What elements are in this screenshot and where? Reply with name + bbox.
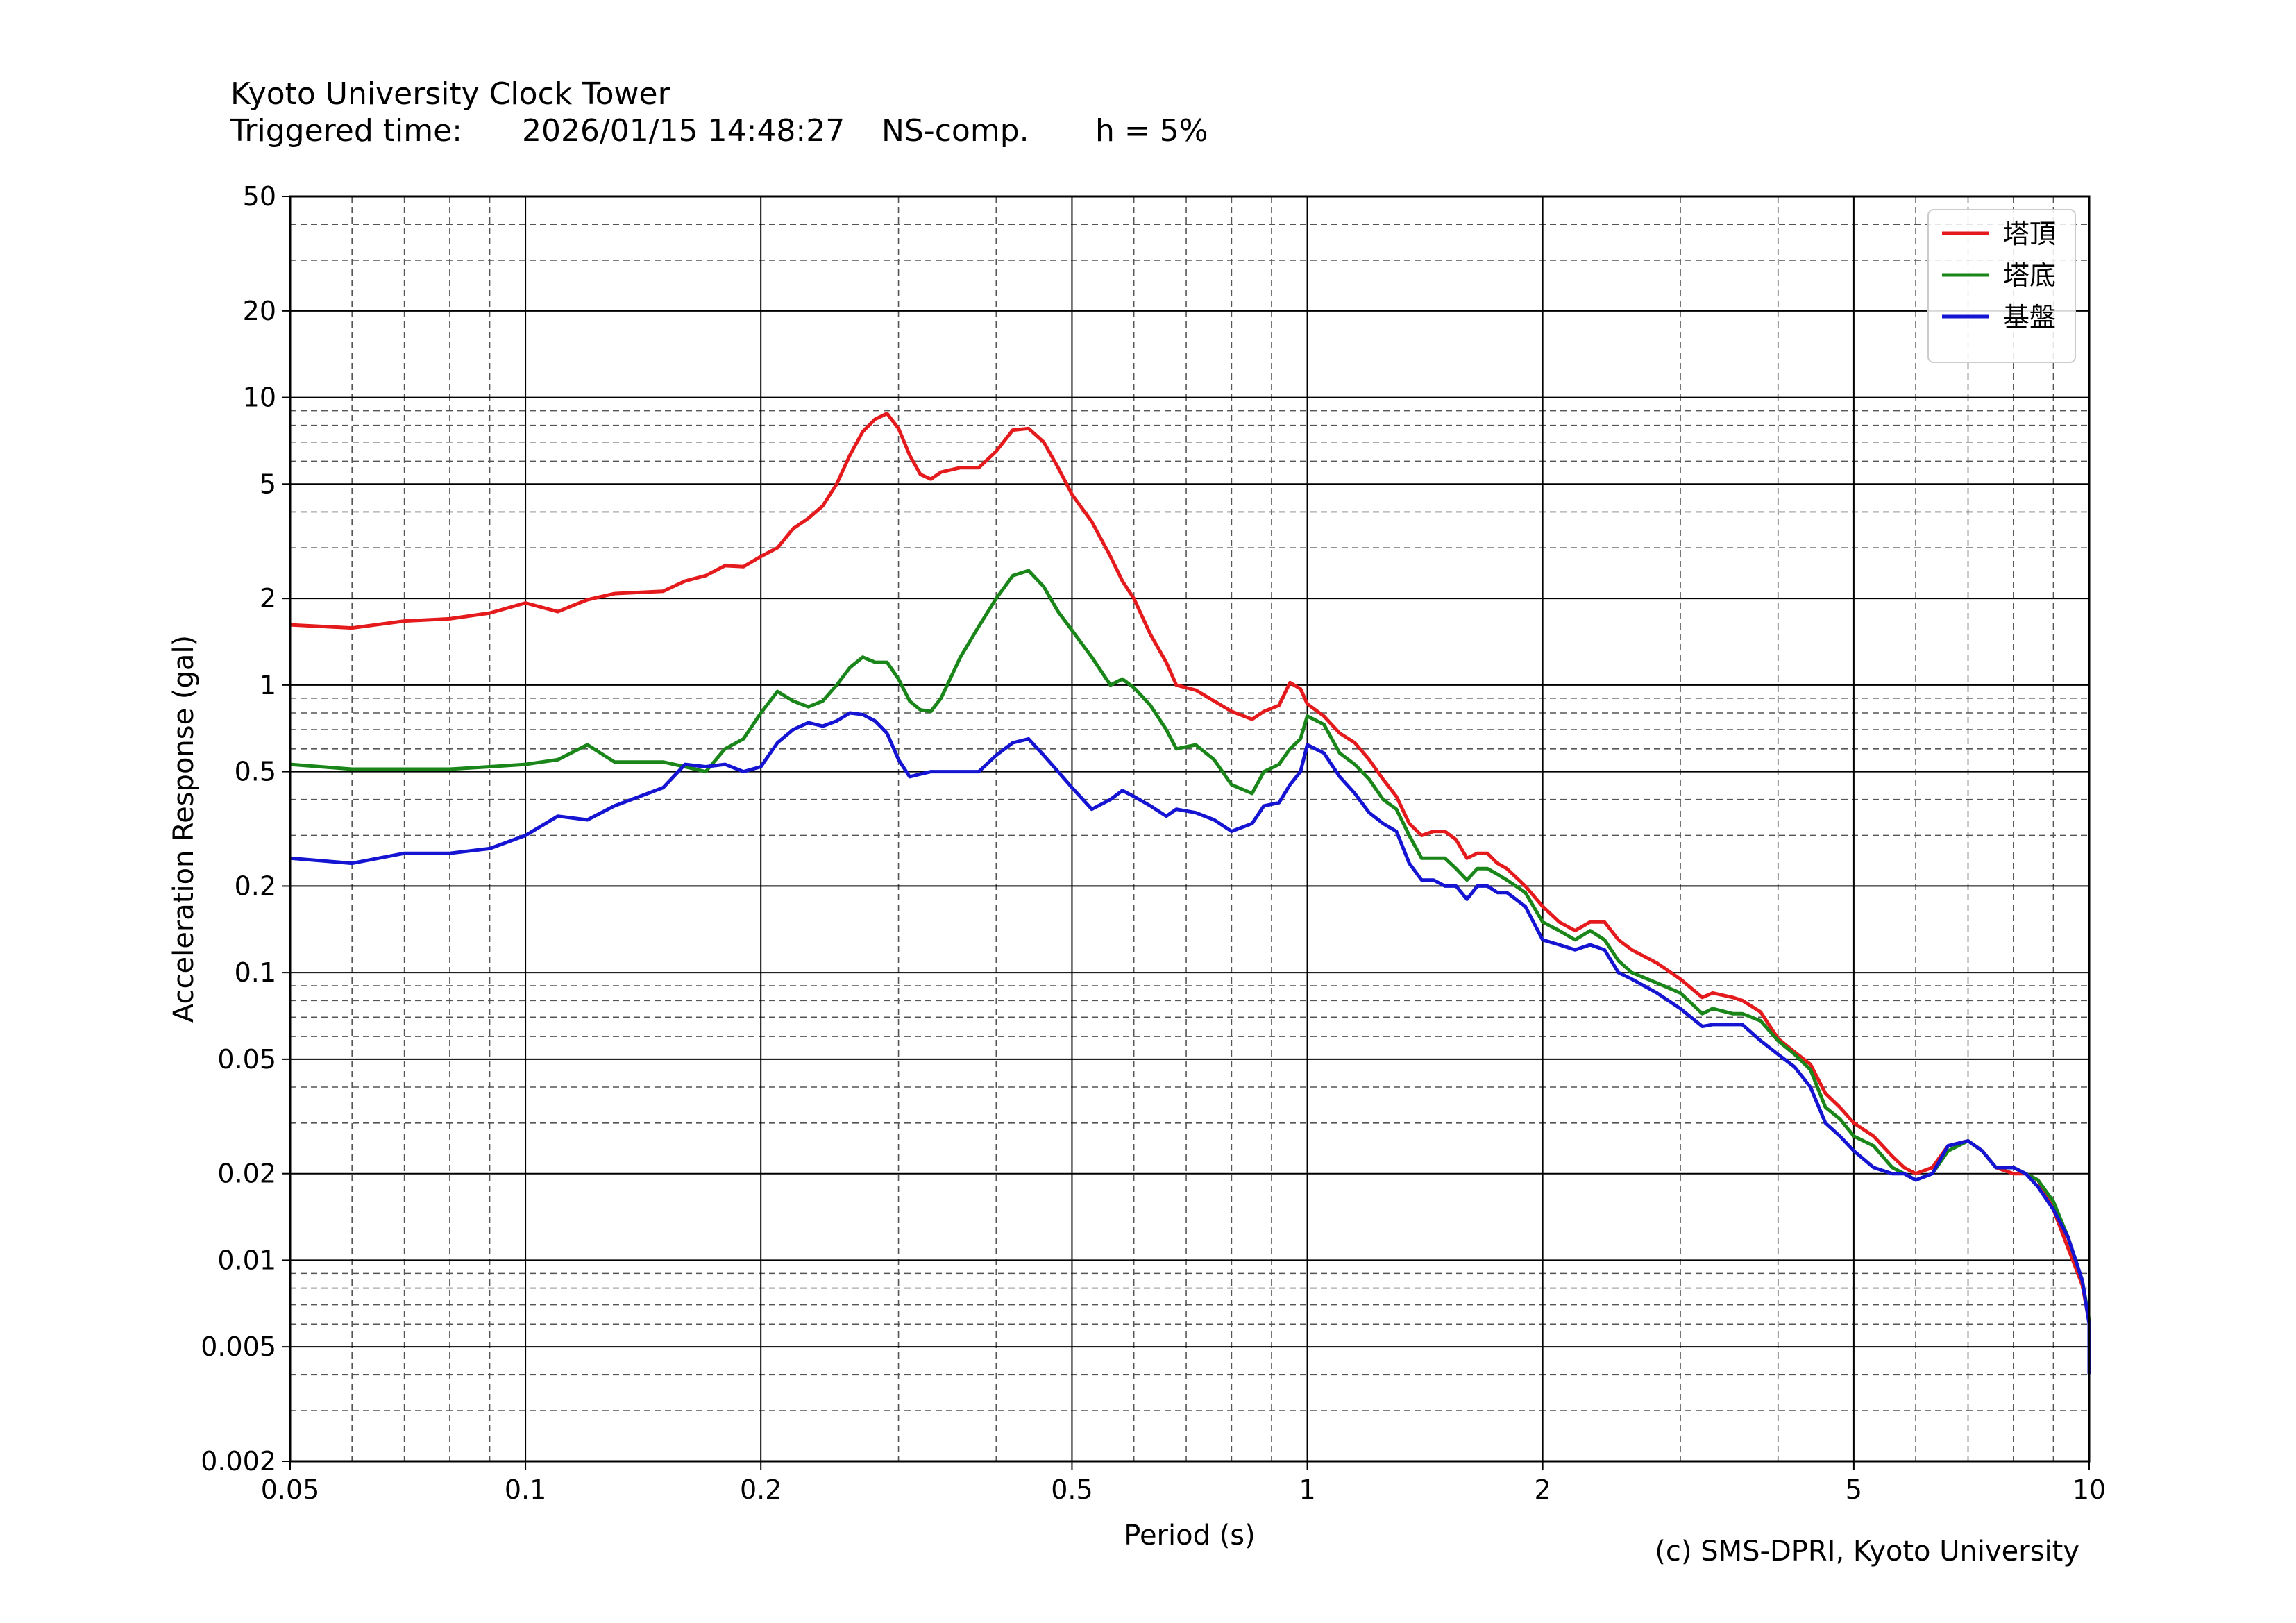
minor-grid — [290, 196, 2089, 1461]
x-tick-label: 10 — [2073, 1474, 2106, 1505]
series-layer — [289, 412, 2091, 1375]
y-tick-label: 0.05 — [217, 1044, 276, 1075]
series-line-2 — [289, 569, 2091, 1361]
series-line-3 — [289, 711, 2091, 1375]
y-tick-label: 0.2 — [235, 871, 276, 901]
y-tick-label: 2 — [260, 583, 276, 614]
triggered-label: Triggered time: — [230, 113, 462, 149]
y-tick-label: 0.1 — [235, 957, 276, 988]
x-axis: 0.05 0.1 0.2 0.5 1 2 5 10 — [261, 1461, 2106, 1505]
y-tick-label: 50 — [243, 181, 276, 212]
triggered-time: 2026/01/15 14:48:27 — [522, 113, 845, 149]
x-tick-label: 2 — [1535, 1474, 1551, 1505]
component-label: NS-comp. — [881, 113, 1029, 149]
credit-text: (c) SMS-DPRI, Kyoto University — [1655, 1536, 2079, 1567]
legend-label: 塔頂 — [2003, 219, 2056, 249]
damping-label: h = 5% — [1095, 113, 1208, 149]
y-tick-label: 0.005 — [201, 1331, 276, 1362]
y-axis: 0.002 0.005 0.01 0.02 0.05 0.1 0.2 0.5 1 2 5 10 20 50 — [201, 181, 290, 1477]
legend-label: 基盤 — [2003, 302, 2056, 333]
y-tick-label: 10 — [243, 382, 276, 413]
chart-title: Kyoto University Clock Tower — [230, 76, 670, 112]
y-tick-label: 0.01 — [217, 1245, 276, 1275]
y-tick-label: 0.5 — [235, 757, 276, 787]
x-axis-label: Period (s) — [1124, 1520, 1256, 1551]
series-line-1 — [289, 412, 2091, 1345]
y-tick-label: 1 — [260, 670, 276, 700]
legend-box — [1927, 209, 2076, 363]
legend-label: 塔底 — [2003, 260, 2056, 291]
x-tick-label: 0.2 — [740, 1474, 782, 1505]
y-tick-label: 5 — [260, 469, 276, 499]
y-tick-label: 0.02 — [217, 1159, 276, 1189]
major-grid — [289, 196, 2090, 1462]
x-tick-label: 0.1 — [505, 1474, 546, 1505]
y-tick-label: 0.002 — [201, 1446, 276, 1477]
x-tick-label: 0.05 — [261, 1474, 320, 1505]
y-axis-label: Acceleration Response (gal) — [168, 635, 200, 1023]
y-tick-label: 20 — [243, 296, 276, 326]
x-tick-label: 5 — [1846, 1474, 1862, 1505]
x-tick-label: 1 — [1299, 1474, 1315, 1505]
x-tick-label: 0.5 — [1051, 1474, 1092, 1505]
plot-frame — [289, 195, 2091, 1463]
